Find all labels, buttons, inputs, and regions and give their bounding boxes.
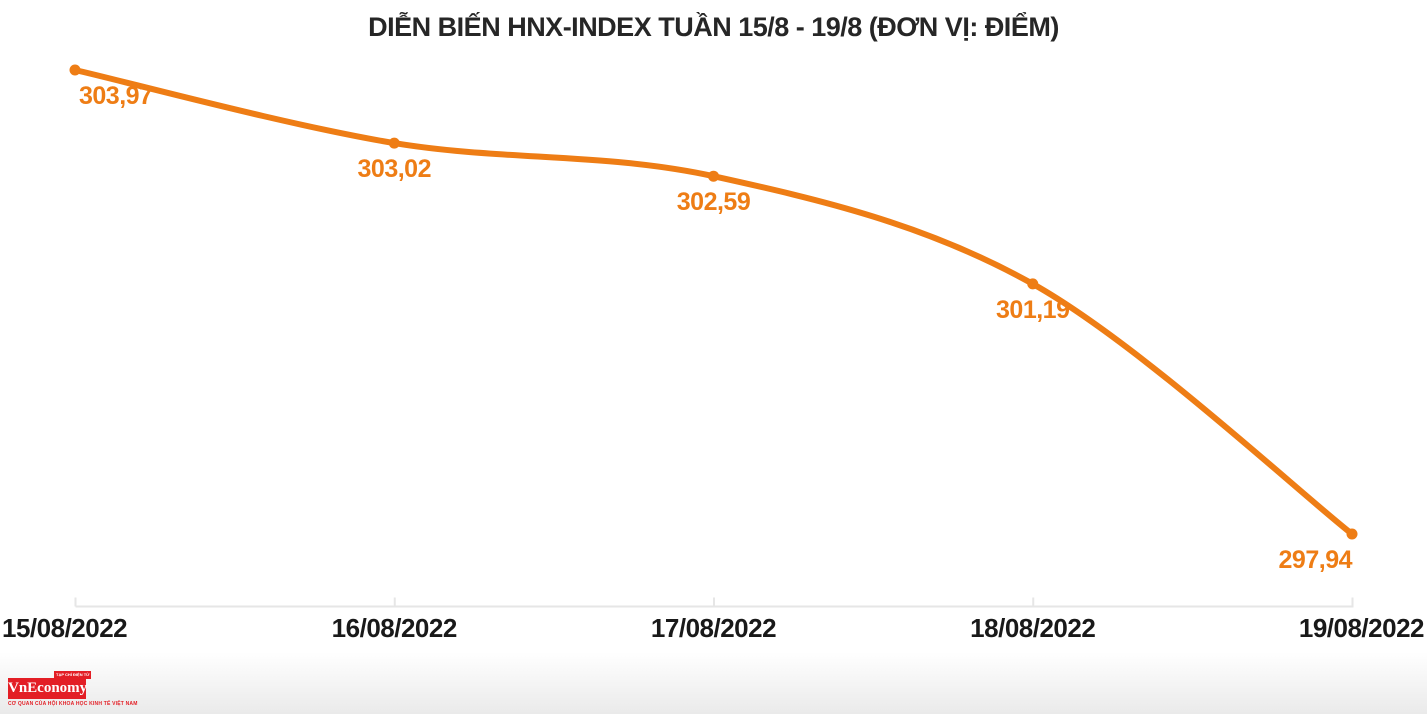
data-point-18/08/2022 [1027,278,1039,290]
x-axis-label: 17/08/2022 [650,613,777,643]
point-label: 303,02 [357,155,432,184]
x-axis-label: 15/08/2022 [2,613,128,643]
point-label: 297,94 [1278,546,1353,574]
data-point-15/08/2022 [69,64,81,76]
x-axis-label: 16/08/2022 [331,613,458,643]
logo-wordmark: VnEconomy [8,678,87,699]
chart-title: DIỄN BIẾN HNX-INDEX TUẦN 15/8 - 19/8 (ĐƠ… [368,12,1059,42]
logo-tagline: CƠ QUAN CỦA HỘI KHOA HỌC KINH TẾ VIỆT NA… [8,701,138,707]
logo-tab-label: TẠP CHÍ ĐIỆN TỬ [54,671,92,679]
data-point-19/08/2022 [1346,528,1358,540]
data-point-16/08/2022 [388,137,400,149]
series-line-hnx-index [72,67,1355,537]
x-axis-label: 19/08/2022 [1298,613,1425,643]
x-axis-label: 18/08/2022 [970,613,1096,643]
point-label: 302,59 [676,188,751,217]
point-label: 301,19 [996,295,1070,324]
bottom-gradient [0,652,1427,714]
data-point-17/08/2022 [708,170,719,182]
vneconomy-logo: TẠP CHÍ ĐIỆN TỬ VnEconomy CƠ QUAN CỦA HỘ… [8,671,178,711]
point-label: 303,97 [79,82,153,110]
